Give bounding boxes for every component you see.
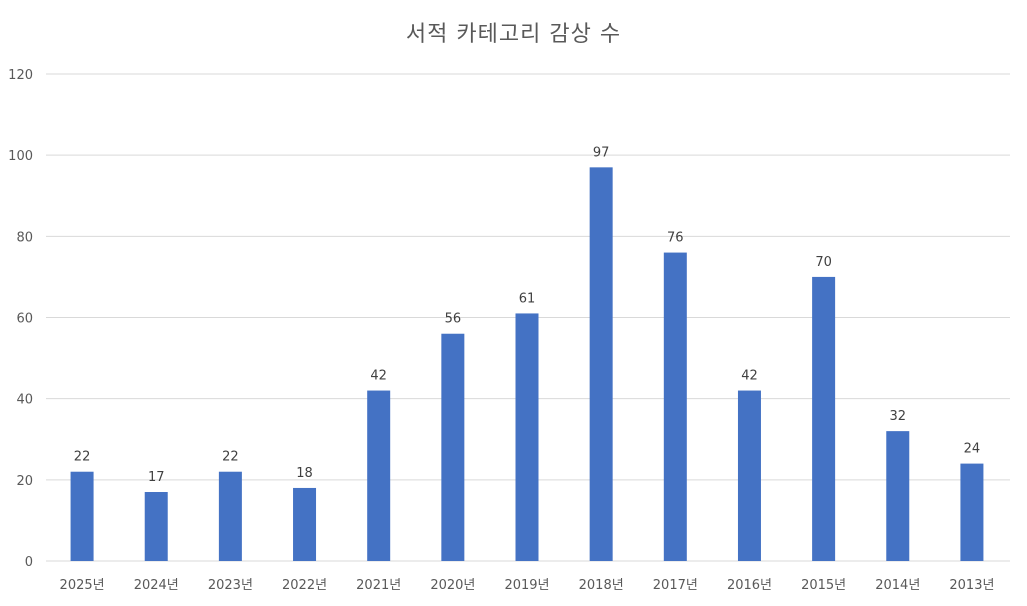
bar xyxy=(515,313,539,561)
bars xyxy=(70,167,984,562)
bar xyxy=(70,471,94,561)
x-tick-label: 2025년 xyxy=(60,578,105,593)
bar xyxy=(663,252,687,562)
data-label: 70 xyxy=(815,255,832,270)
bar xyxy=(886,431,910,561)
x-tick-label: 2013년 xyxy=(949,578,994,593)
x-tick-label: 2021년 xyxy=(356,578,401,593)
data-label: 22 xyxy=(222,450,239,465)
bar xyxy=(144,492,168,561)
bar xyxy=(812,276,836,561)
bar xyxy=(293,487,317,561)
x-tick-label: 2024년 xyxy=(134,578,179,593)
data-label: 76 xyxy=(667,231,684,246)
bar xyxy=(589,167,613,561)
y-tick-label: 60 xyxy=(16,312,33,327)
data-label: 22 xyxy=(74,450,91,465)
bar xyxy=(218,471,242,561)
x-tick-label: 2016년 xyxy=(727,578,772,593)
data-label: 17 xyxy=(148,470,165,485)
x-tick-label: 2018년 xyxy=(579,578,624,593)
data-label: 42 xyxy=(741,369,758,384)
x-tick-label: 2019년 xyxy=(504,578,549,593)
y-tick-label: 80 xyxy=(16,230,33,245)
x-tick-label: 2017년 xyxy=(653,578,698,593)
x-tick-label: 2023년 xyxy=(208,578,253,593)
data-label: 32 xyxy=(889,409,906,424)
y-tick-label: 120 xyxy=(8,68,33,83)
x-tick-label: 2022년 xyxy=(282,578,327,593)
bar xyxy=(441,333,465,561)
bar xyxy=(367,390,391,561)
data-label: 97 xyxy=(593,145,610,160)
data-label: 24 xyxy=(964,442,981,457)
data-label: 56 xyxy=(445,312,462,327)
y-axis-ticks: 0 20 40 60 80 100 120 xyxy=(8,68,33,570)
y-tick-label: 20 xyxy=(16,474,33,489)
bar xyxy=(737,390,761,561)
y-tick-label: 0 xyxy=(25,555,33,570)
x-tick-label: 2015년 xyxy=(801,578,846,593)
x-tick-label: 2020년 xyxy=(430,578,475,593)
bar xyxy=(960,463,984,561)
data-label: 18 xyxy=(296,466,313,481)
data-label: 42 xyxy=(370,369,387,384)
y-tick-label: 40 xyxy=(16,393,33,408)
data-labels: 22 17 22 18 42 56 61 97 76 42 70 32 24 xyxy=(74,145,980,485)
x-axis-ticks: 2025년 2024년 2023년 2022년 2021년 2020년 2019년 2018년… xyxy=(60,578,995,593)
chart-title: 서적 카테고리 감상 수 xyxy=(405,22,622,47)
data-label: 61 xyxy=(519,291,536,306)
x-tick-label: 2014년 xyxy=(875,578,920,593)
y-tick-label: 100 xyxy=(8,149,33,164)
